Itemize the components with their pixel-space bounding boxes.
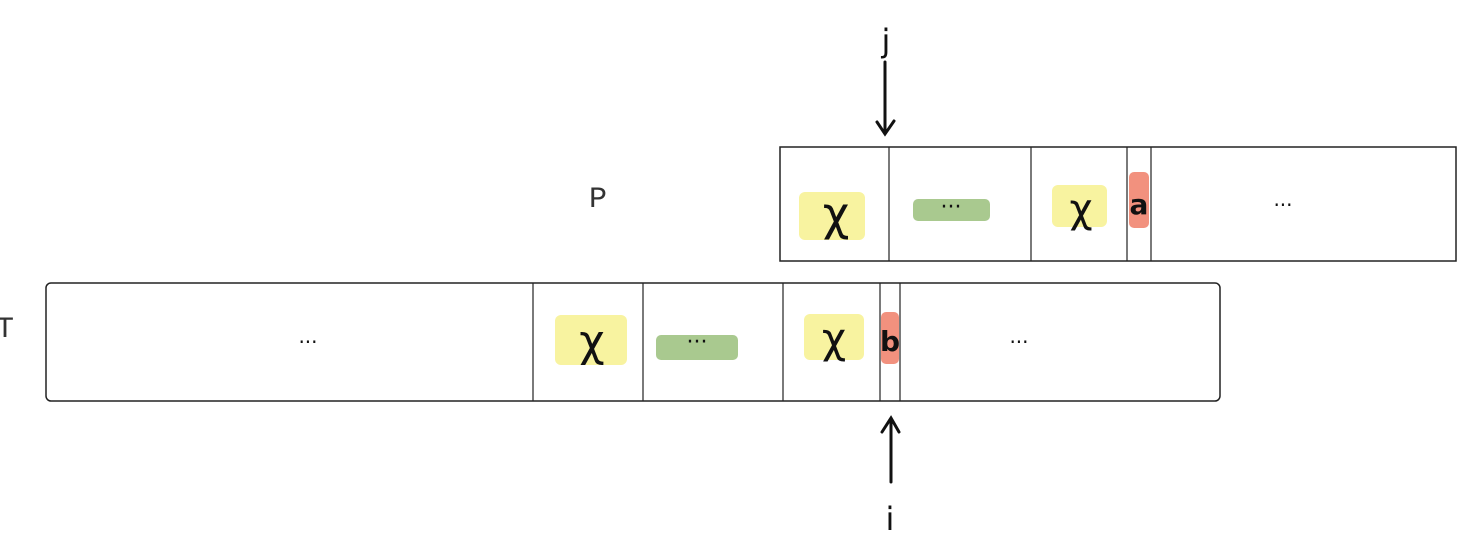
- pattern-cell-mismatch: a: [1130, 188, 1149, 221]
- text-cell: ···: [1009, 330, 1028, 354]
- pointer-i-label: i: [886, 500, 895, 538]
- pattern-array: χ ··· χ a ···: [779, 146, 1457, 262]
- text-cell: ···: [298, 330, 317, 354]
- text-cell: χ: [579, 316, 604, 367]
- up-arrow-icon: [880, 415, 901, 484]
- text-array-border: [45, 282, 1221, 402]
- pointer-j-label: j: [881, 22, 891, 60]
- mismatch-highlight: [1129, 172, 1149, 228]
- text-cell-mismatch: b: [880, 325, 900, 358]
- pattern-label: P: [589, 183, 607, 217]
- chi-highlight: [804, 314, 864, 360]
- text-array: ··· χ ··· χ b ···: [45, 282, 1221, 402]
- pattern-cell: ···: [941, 195, 962, 220]
- text-cell: χ: [822, 314, 846, 363]
- chi-highlight: [799, 192, 865, 240]
- pattern-cell: ···: [1273, 193, 1292, 217]
- down-arrow-icon: [875, 60, 896, 137]
- pattern-cell: χ: [823, 187, 850, 241]
- chi-highlight: [555, 315, 627, 365]
- mismatch-highlight: [881, 312, 899, 364]
- ellipsis-highlight: [913, 199, 990, 221]
- chi-highlight: [1052, 185, 1107, 227]
- pattern-array-border: [779, 146, 1457, 262]
- ellipsis-highlight: [656, 335, 738, 360]
- text-cell: ···: [687, 330, 708, 355]
- pattern-cell: χ: [1069, 186, 1092, 232]
- text-label: T: [0, 313, 14, 347]
